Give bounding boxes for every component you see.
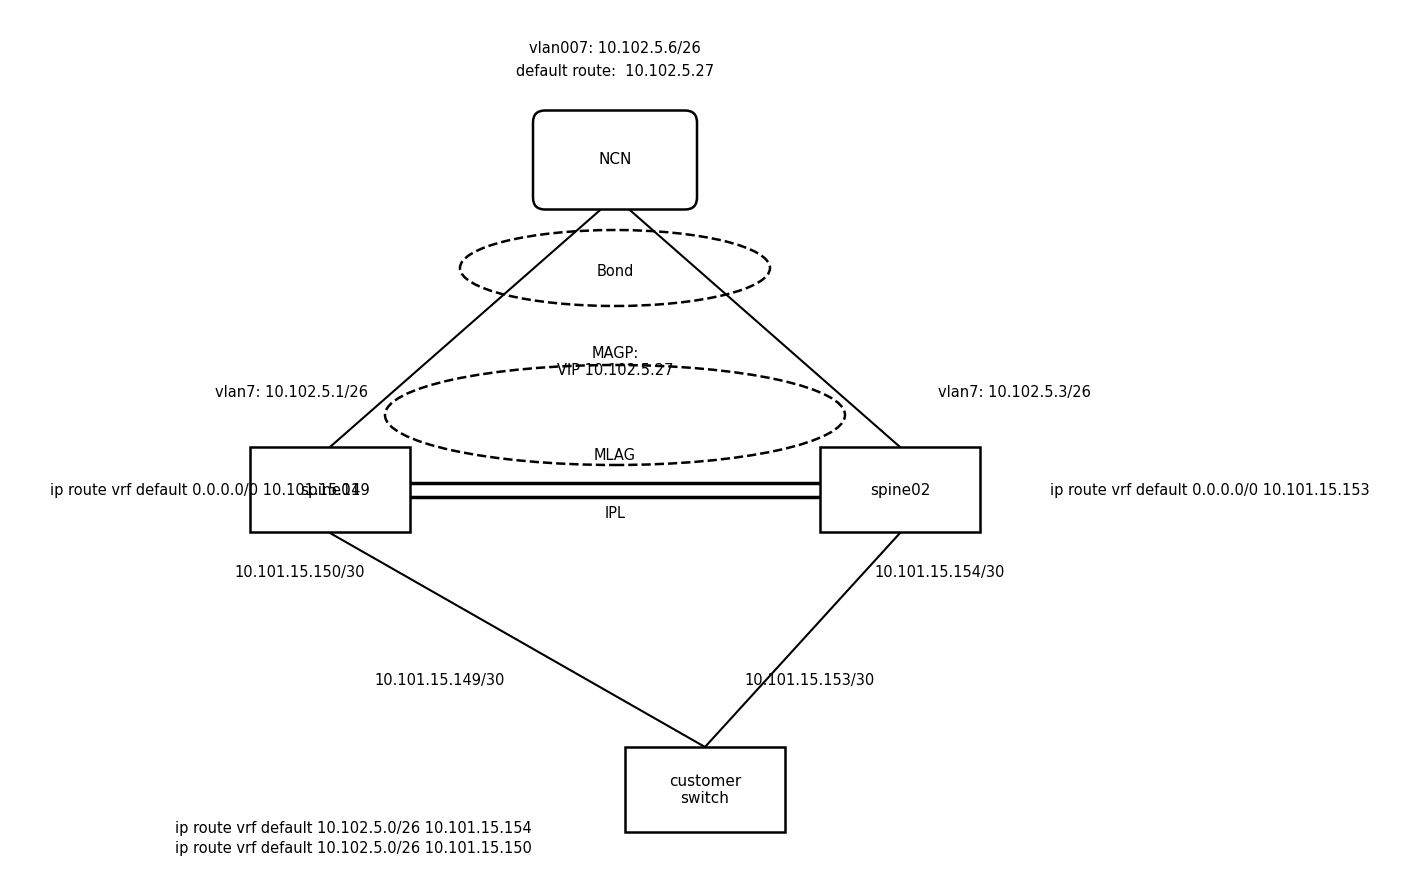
Text: 10.101.15.150/30: 10.101.15.150/30	[234, 564, 365, 580]
Text: 10.101.15.154/30: 10.101.15.154/30	[874, 564, 1005, 580]
FancyBboxPatch shape	[250, 447, 410, 532]
Text: ip route vrf default 10.102.5.0/26 10.101.15.150: ip route vrf default 10.102.5.0/26 10.10…	[175, 840, 532, 856]
Text: Bond: Bond	[596, 264, 633, 280]
Text: default route:  10.102.5.27: default route: 10.102.5.27	[516, 65, 713, 80]
Text: 10.101.15.149/30: 10.101.15.149/30	[375, 673, 505, 687]
Text: NCN: NCN	[598, 152, 632, 168]
Text: spine02: spine02	[870, 483, 931, 497]
Text: ip route vrf default 0.0.0.0/0 10.101.15.149: ip route vrf default 0.0.0.0/0 10.101.15…	[49, 483, 369, 497]
Text: MLAG: MLAG	[594, 447, 636, 462]
FancyBboxPatch shape	[821, 447, 980, 532]
FancyBboxPatch shape	[625, 747, 785, 832]
Text: ip route vrf default 0.0.0.0/0 10.101.15.153: ip route vrf default 0.0.0.0/0 10.101.15…	[1050, 483, 1371, 497]
Text: ip route vrf default 10.102.5.0/26 10.101.15.154: ip route vrf default 10.102.5.0/26 10.10…	[175, 821, 532, 835]
Text: 10.101.15.153/30: 10.101.15.153/30	[744, 673, 876, 687]
Text: customer
switch: customer switch	[668, 774, 742, 806]
Text: IPL: IPL	[605, 505, 626, 521]
Text: MAGP:
VIP 10.102.5.27: MAGP: VIP 10.102.5.27	[557, 346, 673, 378]
FancyBboxPatch shape	[533, 110, 697, 210]
Text: vlan7: 10.102.5.1/26: vlan7: 10.102.5.1/26	[214, 384, 368, 400]
Text: vlan007: 10.102.5.6/26: vlan007: 10.102.5.6/26	[529, 40, 701, 56]
Text: vlan7: 10.102.5.3/26: vlan7: 10.102.5.3/26	[938, 384, 1091, 400]
Text: spine01: spine01	[300, 483, 360, 497]
